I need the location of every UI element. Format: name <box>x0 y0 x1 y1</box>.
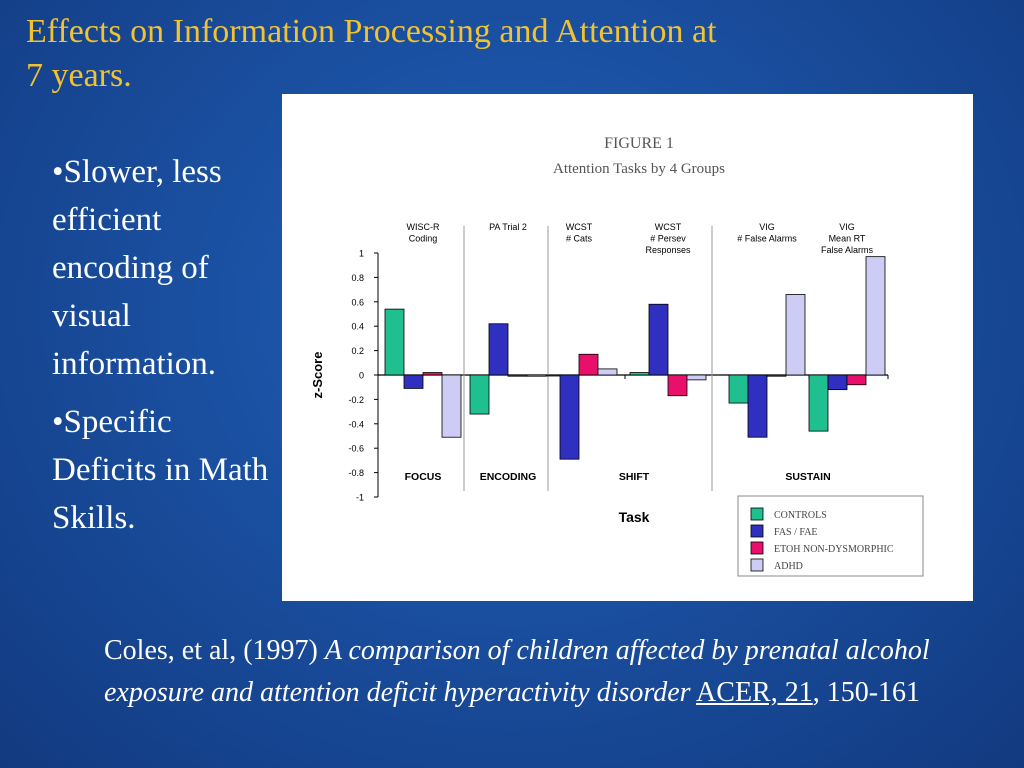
legend-box <box>737 495 924 577</box>
chart-panel: FIGURE 1 Attention Tasks by 4 Groups 1 0.8 0… <box>282 94 973 601</box>
category-label: # False Alarms <box>737 234 797 244</box>
bullet-item: •Specific Deficits in Math Skills. <box>52 404 269 536</box>
legend-label: FAS / FAE <box>774 527 818 538</box>
bar <box>578 353 599 376</box>
group-label: FOCUS <box>405 471 442 483</box>
y-tick-label: 0.4 <box>351 322 364 332</box>
bar <box>728 374 749 404</box>
citation-title: A comparison of children affected by pre… <box>104 635 930 708</box>
bar <box>865 256 886 376</box>
bar <box>846 374 867 386</box>
legend-label: ADHD <box>774 561 803 572</box>
y-tick-label: -0.2 <box>348 395 364 405</box>
y-tick-label: 1 <box>359 249 364 259</box>
category-label: VIG <box>839 222 855 232</box>
category-label: Responses <box>645 245 691 255</box>
y-tick-label: -1 <box>356 493 364 503</box>
category-label: WCST <box>655 222 682 232</box>
chart-title: FIGURE 1 <box>604 135 674 152</box>
bar <box>766 374 787 377</box>
group-label: SHIFT <box>619 471 650 483</box>
bar <box>507 374 528 377</box>
bar <box>488 323 509 376</box>
bar <box>422 372 443 376</box>
category-label: # Cats <box>566 234 593 244</box>
bar <box>469 374 490 415</box>
category-label: WISC-R <box>407 222 440 232</box>
y-tick-label: -0.6 <box>348 444 364 454</box>
legend-swatch <box>750 541 764 555</box>
category-label: VIG <box>759 222 775 232</box>
category-label: Coding <box>409 234 438 244</box>
chart-subtitle: Attention Tasks by 4 Groups <box>553 161 725 177</box>
y-tick-label: 0.2 <box>351 346 364 356</box>
slide-title-line2: 7 years. <box>26 57 132 94</box>
bullet-item: •Slower, less efficient encoding of visu… <box>52 154 222 382</box>
bar <box>808 374 829 432</box>
bar <box>648 303 669 376</box>
legend-swatch <box>750 507 764 521</box>
legend-swatch <box>750 558 764 572</box>
bar <box>827 374 848 391</box>
category-label: PA Trial 2 <box>489 222 527 232</box>
category-label: # Persev <box>650 234 686 244</box>
citation-pages: , 150-161 <box>812 677 921 708</box>
citation-authors: Coles, et al, (1997) <box>104 635 325 666</box>
x-axis-label: Task <box>619 509 650 525</box>
bar <box>403 374 424 389</box>
bullet-list: •Slower, less efficient encoding of visu… <box>52 148 280 552</box>
y-tick-label: -0.4 <box>348 419 364 429</box>
slide-title: Effects on Information Processing and At… <box>26 10 926 98</box>
y-tick-label: 0.6 <box>351 297 364 307</box>
bar <box>667 374 688 397</box>
bar <box>384 308 405 376</box>
group-label: SUSTAIN <box>785 471 830 483</box>
y-tick-label: 0.8 <box>351 273 364 283</box>
bar <box>441 374 462 438</box>
bar <box>559 374 580 460</box>
legend-label: ETOH NON-DYSMORPHIC <box>774 544 894 555</box>
legend-label: CONTROLS <box>774 510 827 521</box>
y-tick-label: -0.8 <box>348 468 364 478</box>
y-tick-label: 0 <box>359 371 364 381</box>
bar <box>597 368 618 376</box>
bar <box>629 372 650 376</box>
slide-title-line1: Effects on Information Processing and At… <box>26 13 717 50</box>
bar <box>526 374 547 377</box>
bar <box>686 374 707 381</box>
bar <box>747 374 768 438</box>
y-axis-label: z-Score <box>310 352 325 399</box>
citation-journal: ACER, 21 <box>696 677 813 708</box>
group-label: ENCODING <box>480 471 537 483</box>
citation: Coles, et al, (1997) A comparison of chi… <box>104 630 984 714</box>
category-label: WCST <box>566 222 593 232</box>
bar-chart: FIGURE 1 Attention Tasks by 4 Groups 1 0.8 0… <box>310 135 924 577</box>
category-label: Mean RT <box>829 234 866 244</box>
legend-swatch <box>750 524 764 538</box>
bar <box>785 294 806 376</box>
category-label: False Alarms <box>821 245 874 255</box>
